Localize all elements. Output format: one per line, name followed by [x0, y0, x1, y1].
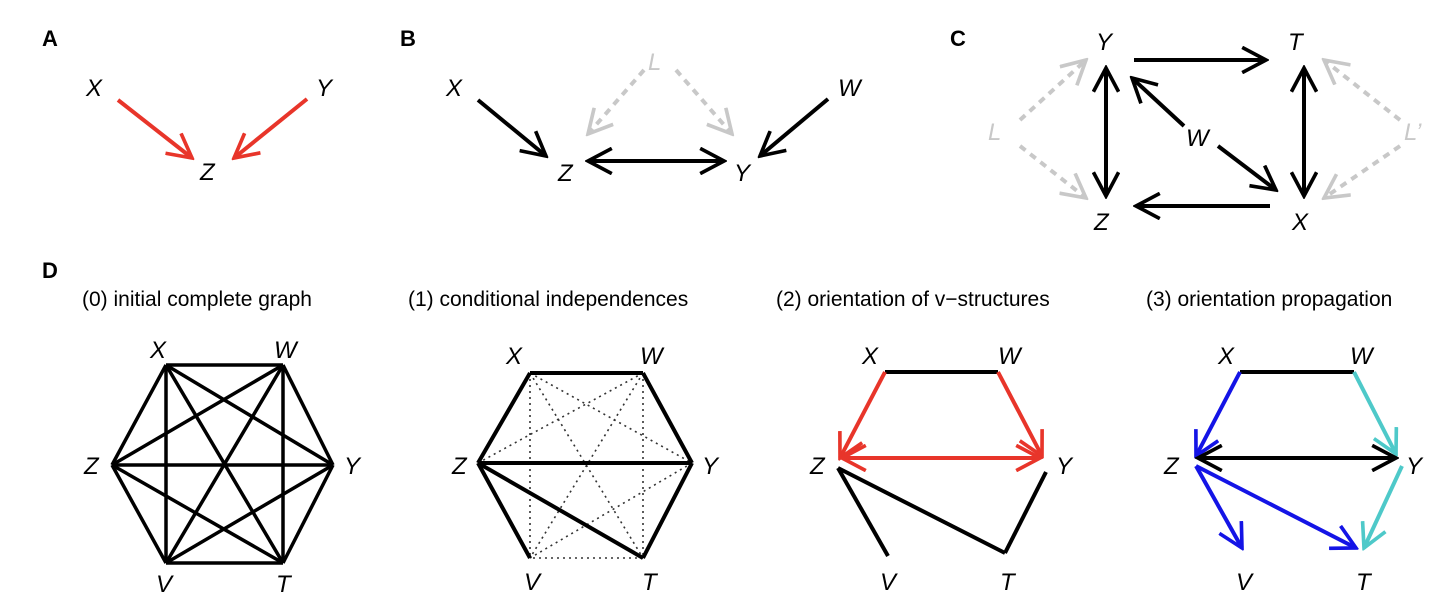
node-v: V	[1236, 569, 1254, 596]
edge-x-y	[165, 363, 334, 467]
edge-z-v	[476, 462, 532, 559]
node-t: T	[1356, 569, 1373, 596]
step-3-orientation-propagation: (3) orientation propagation X W Z Y V T	[1146, 288, 1424, 596]
node-v: V	[524, 569, 542, 596]
node-v: V	[880, 569, 898, 596]
edge-latent-l-to-y	[674, 68, 732, 134]
node-w: W	[1350, 343, 1375, 370]
node-w: W	[274, 337, 299, 364]
node-x: X	[1291, 209, 1309, 236]
edge-latent-l-to-z	[1018, 144, 1086, 198]
edge-z-x	[110, 364, 168, 466]
edge-y-to-z	[234, 97, 309, 158]
edge-z-v	[836, 467, 890, 557]
edge-z-to-v	[1194, 465, 1242, 548]
edge-w-y	[281, 364, 335, 466]
panel-b: B X L W Z Y	[400, 26, 863, 187]
edge-z-t	[477, 461, 644, 560]
node-x: X	[861, 343, 879, 370]
node-t: T	[1000, 569, 1017, 596]
node-y: Y	[1056, 453, 1074, 480]
node-w: W	[998, 343, 1023, 370]
step-title: (0) initial complete graph	[82, 288, 312, 311]
edge-y-t	[641, 462, 694, 559]
panel-letter-a: A	[42, 26, 58, 51]
removed-edges-dotted	[477, 372, 693, 559]
edge-latent-l-to-z	[588, 68, 646, 134]
edge-y-t	[281, 464, 335, 564]
node-y: Y	[734, 160, 752, 187]
edge-w-y	[641, 372, 694, 464]
step-title: (2) orientation of v−structures	[776, 288, 1050, 311]
removed-edge-w-z	[477, 372, 644, 464]
step-2-orientation-of-v-structures: (2) orientation of v−structures X W Z Y …	[776, 288, 1074, 596]
edge-x-to-z	[1196, 371, 1242, 456]
step-0-initial-complete-graph: (0) initial complete graph X W Z Y V T	[82, 288, 362, 598]
node-y: Y	[316, 75, 334, 102]
edge-latent-l-to-y	[1018, 60, 1086, 122]
step-1-conditional-independences: (1) conditional independences X W Z Y V …	[408, 288, 720, 596]
removed-edge-x-y	[529, 372, 693, 464]
edge-w-to-y	[1352, 371, 1396, 454]
panel-letter-d: D	[42, 258, 58, 283]
edge-latent-l-prime-to-x	[1324, 144, 1402, 198]
step-title: (3) orientation propagation	[1146, 288, 1392, 311]
panel-a: A X Y Z	[42, 26, 334, 186]
node-l-latent: L	[648, 49, 661, 76]
node-x: X	[1217, 343, 1235, 370]
edge-w-to-y	[996, 371, 1042, 456]
node-z: Z	[1163, 453, 1180, 480]
node-y: Y	[1406, 453, 1424, 480]
node-z: Z	[809, 453, 826, 480]
node-t: T	[1288, 29, 1305, 56]
panel-letter-b: B	[400, 26, 416, 51]
node-x: X	[445, 75, 463, 102]
edge-x-to-z	[840, 371, 887, 458]
node-y: Y	[344, 453, 362, 480]
node-t: T	[642, 569, 659, 596]
panel-c: C Y T W L L’ Z X	[950, 26, 1422, 236]
remaining-edges	[476, 371, 694, 560]
edge-x-to-z	[116, 98, 192, 158]
step-title: (1) conditional independences	[408, 288, 688, 311]
removed-edge-y-v	[529, 462, 693, 559]
node-y: Y	[702, 453, 720, 480]
panel-d: D (0) initial complete graph X W Z Y V T	[42, 258, 1424, 598]
edge-v-z	[110, 464, 168, 564]
node-z: Z	[199, 159, 216, 186]
panel-letter-c: C	[950, 26, 966, 51]
node-y: Y	[1096, 29, 1114, 56]
edge-w-to-y	[760, 97, 830, 156]
edge-y-v	[165, 463, 334, 565]
node-v: V	[156, 571, 174, 598]
edge-y-to-t	[1364, 465, 1404, 548]
node-t: T	[276, 571, 293, 598]
node-z: Z	[451, 453, 468, 480]
edge-t-y	[1003, 471, 1048, 554]
edge-x-to-z	[476, 98, 546, 156]
edge-z-to-t	[1195, 464, 1356, 548]
edge-z-t	[111, 463, 284, 565]
node-z: Z	[557, 160, 574, 187]
node-l-prime-latent: L’	[1404, 119, 1422, 146]
node-x: X	[149, 337, 167, 364]
node-w: W	[1186, 125, 1211, 152]
edge-w-z	[111, 363, 284, 467]
node-x: X	[505, 343, 523, 370]
edge-z-t	[837, 466, 1006, 555]
edge-latent-l-prime-to-t	[1324, 60, 1402, 122]
complete-graph-edges	[110, 363, 335, 565]
edge-w-to-x	[1216, 144, 1276, 190]
edge-z-x	[476, 371, 532, 465]
node-z: Z	[1093, 209, 1110, 236]
node-w: W	[838, 75, 863, 102]
edge-w-to-y	[1132, 78, 1186, 128]
removed-edge-w-v	[529, 372, 644, 559]
node-x: X	[85, 75, 103, 102]
node-l-latent: L	[988, 119, 1001, 146]
node-w: W	[640, 343, 665, 370]
node-z: Z	[83, 453, 100, 480]
